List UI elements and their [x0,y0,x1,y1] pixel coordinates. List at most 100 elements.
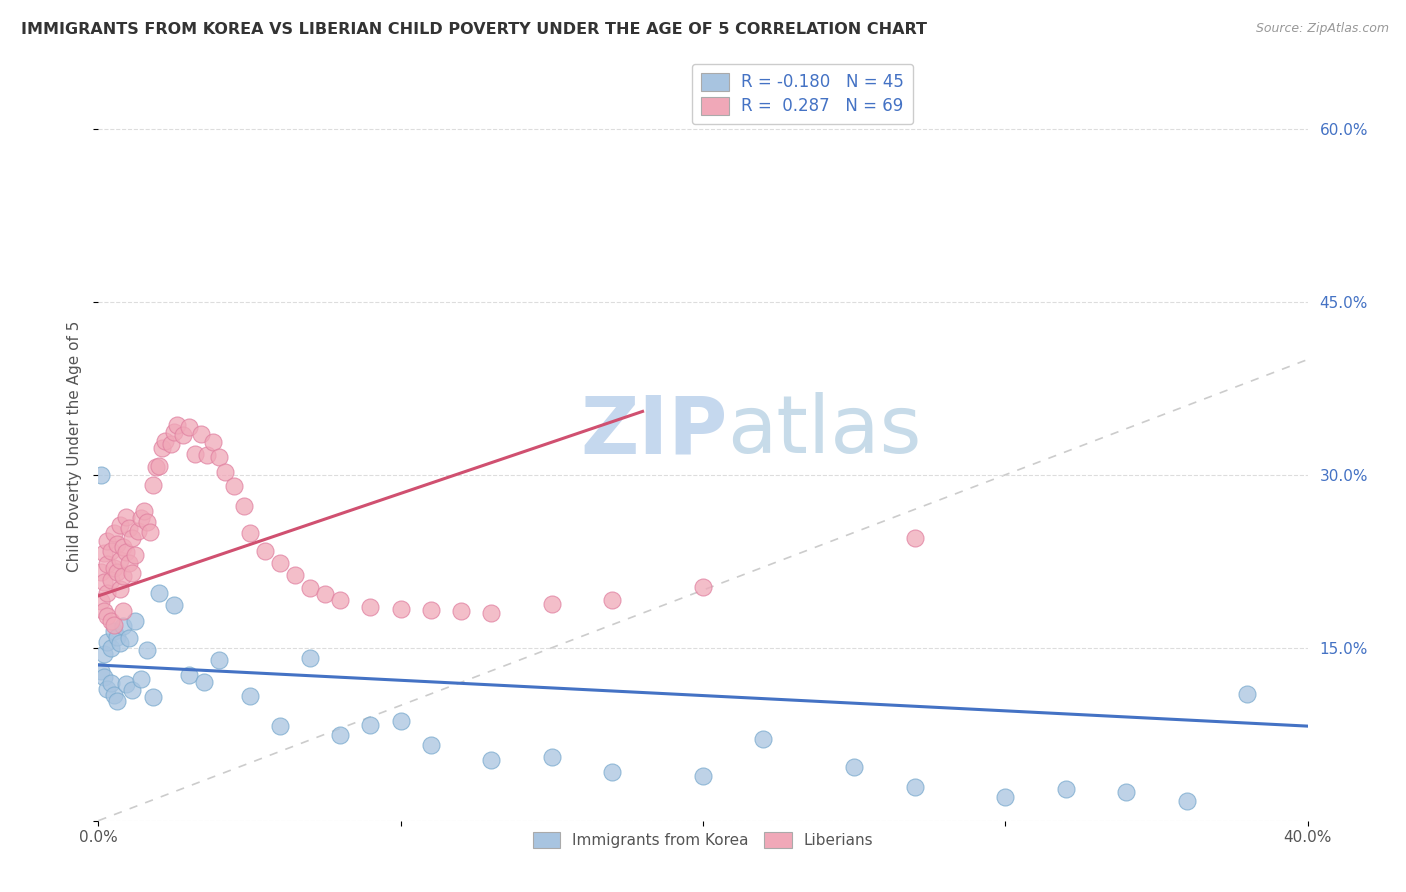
Point [153,434,176,448]
Point [329,593,352,607]
Point [284,568,307,582]
Point [239,526,262,541]
Point [179,419,201,434]
Point [904,780,927,794]
Point [904,531,927,545]
Point [111,619,134,633]
Point [135,515,157,529]
Point [148,586,170,600]
Point [121,566,143,580]
Point [103,624,125,639]
Point [114,545,136,559]
Point [360,718,382,732]
Point [100,676,122,690]
Point [1236,687,1258,701]
Point [118,631,141,645]
Point [184,446,207,460]
Point [93,575,115,590]
Point [111,569,134,583]
Point [129,672,152,686]
Point [103,688,125,702]
Point [114,510,136,524]
Point [118,521,141,535]
Point [269,719,291,733]
Point [150,441,173,455]
Point [105,536,128,550]
Legend: Immigrants from Korea, Liberians: Immigrants from Korea, Liberians [526,826,880,855]
Point [481,753,503,767]
Point [314,587,336,601]
Point [96,681,118,696]
Text: ZIP: ZIP [579,392,727,470]
Point [96,586,118,600]
Point [100,641,122,656]
Point [139,525,162,540]
Point [121,682,143,697]
Point [96,608,118,623]
Point [93,670,115,684]
Point [1115,785,1137,799]
Point [844,759,866,773]
Point [148,458,170,473]
Point [163,599,186,613]
Point [540,597,562,611]
Point [389,714,412,728]
Point [129,511,152,525]
Point [90,593,112,607]
Point [121,532,143,546]
Point [190,427,212,442]
Point [160,437,183,451]
Point [108,553,131,567]
Text: atlas: atlas [727,392,921,470]
Point [214,465,236,479]
Point [450,604,472,618]
Point [114,676,136,690]
Point [111,541,134,555]
Point [111,604,134,618]
Point [100,573,122,587]
Point [329,728,352,742]
Point [193,674,215,689]
Point [142,478,165,492]
Point [145,459,167,474]
Point [96,557,118,571]
Point [90,664,112,678]
Point [239,689,262,703]
Point [420,738,443,752]
Point [103,560,125,574]
Point [208,652,231,666]
Point [360,600,382,615]
Point [208,450,231,464]
Point [752,731,775,746]
Point [1054,781,1077,796]
Point [103,526,125,541]
Point [103,618,125,632]
Point [202,434,225,449]
Point [232,500,254,514]
Point [602,764,624,779]
Point [299,581,322,595]
Y-axis label: Child Poverty Under the Age of 5: Child Poverty Under the Age of 5 [67,320,83,572]
Point [108,518,131,533]
Point [389,601,412,615]
Point [481,606,503,620]
Text: IMMIGRANTS FROM KOREA VS LIBERIAN CHILD POVERTY UNDER THE AGE OF 5 CORRELATION C: IMMIGRANTS FROM KOREA VS LIBERIAN CHILD … [21,22,927,37]
Point [269,556,291,570]
Point [132,504,155,518]
Point [299,651,322,665]
Point [253,544,276,558]
Point [166,418,188,433]
Point [118,556,141,570]
Point [108,582,131,596]
Point [179,668,201,682]
Text: Source: ZipAtlas.com: Source: ZipAtlas.com [1256,22,1389,36]
Point [163,425,186,439]
Point [124,614,146,628]
Point [105,566,128,580]
Point [96,635,118,649]
Point [93,604,115,618]
Point [420,603,443,617]
Point [172,427,194,442]
Point [90,467,112,482]
Point [127,524,149,538]
